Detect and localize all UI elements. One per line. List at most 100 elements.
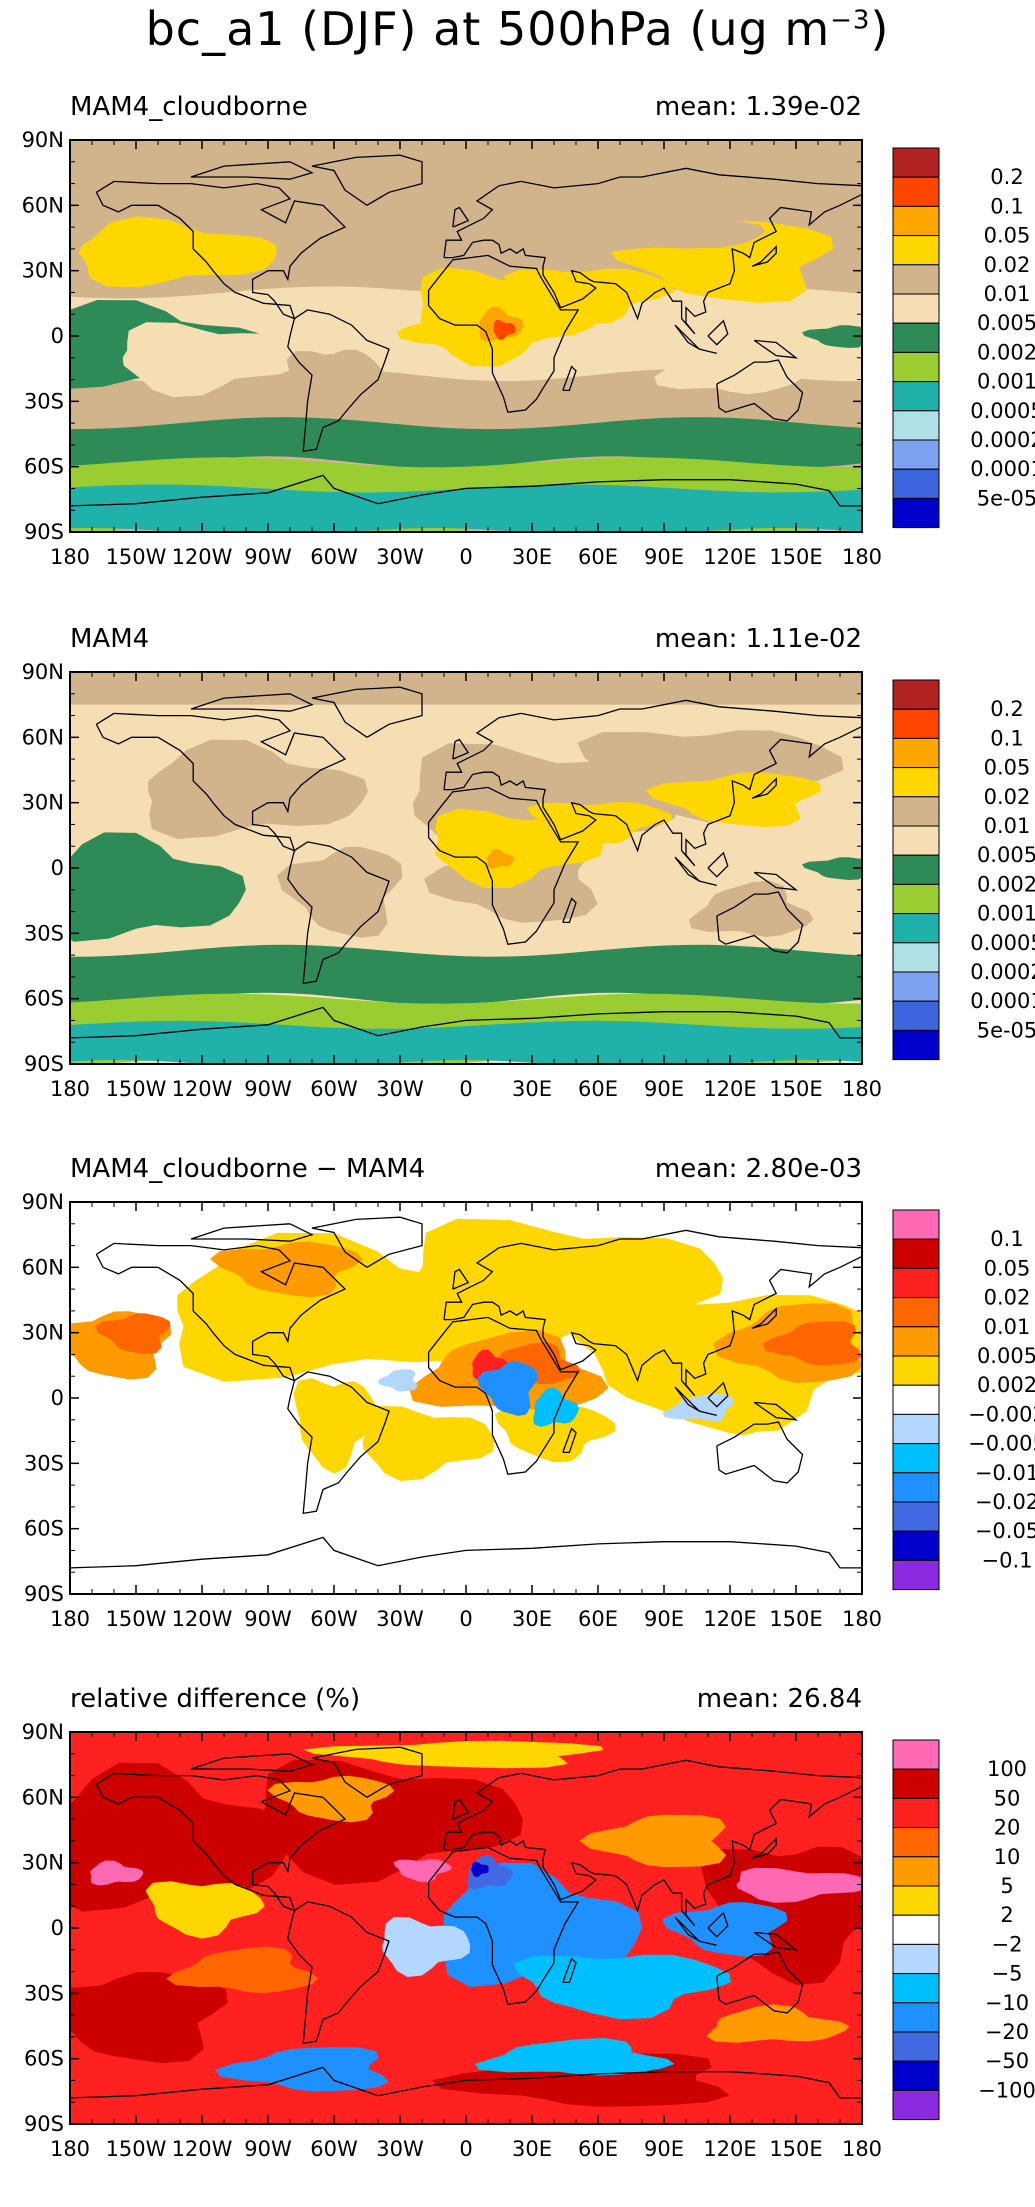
x-tick-label: 30W — [376, 1607, 424, 1631]
x-tick-label: 60E — [578, 1077, 618, 1101]
colorbar-swatch — [892, 293, 940, 324]
colorbar-label: 0.001 — [977, 902, 1035, 926]
panel-title: MAM4_cloudborne − MAM4 — [70, 1154, 425, 1184]
y-tick-label: 30S — [24, 1451, 64, 1475]
map-field — [70, 672, 862, 1064]
colorbar-label: 2 — [1000, 1903, 1013, 1927]
colorbar-label: 0.002 — [977, 1373, 1035, 1397]
y-tick-label: 90N — [22, 1190, 64, 1214]
y-tick-label: 90S — [24, 520, 64, 544]
colorbar-label: 5 — [1000, 1874, 1013, 1898]
y-tick-label: 0 — [51, 856, 64, 880]
y-tick-label: 30S — [24, 389, 64, 413]
colorbar-label: 0.02 — [984, 1286, 1031, 1310]
x-tick-label: 30E — [512, 1607, 552, 1631]
x-tick-label: 0 — [459, 2137, 472, 2161]
panel-mean: mean: 26.84 — [697, 1684, 862, 1714]
x-tick-label: 150E — [769, 2137, 822, 2161]
colorbar-swatch — [892, 1029, 940, 1061]
colorbar-label: 0.002 — [977, 340, 1035, 364]
x-tick-label: 180 — [842, 545, 882, 569]
colorbar-label: 0.05 — [984, 224, 1031, 248]
colorbar-swatch — [892, 1739, 940, 1770]
colorbar-swatch — [892, 1267, 940, 1299]
x-tick-label: 90E — [644, 1607, 684, 1631]
colorbar-swatch — [892, 971, 940, 1002]
colorbar-swatch — [892, 1797, 940, 1829]
colorbar-swatch — [892, 737, 940, 769]
y-tick-label: 30N — [22, 1851, 64, 1875]
colorbar-swatch — [892, 1501, 940, 1532]
colorbar-swatch — [892, 439, 940, 470]
colorbar-label: 0.01 — [984, 1315, 1031, 1339]
colorbar-swatch — [892, 410, 940, 441]
x-tick-label: 30W — [376, 1077, 424, 1101]
colorbar-label: −50 — [985, 2049, 1029, 2073]
colorbar-label: 0.2 — [990, 165, 1023, 189]
y-tick-label: 60N — [22, 1255, 64, 1279]
coastlines — [70, 1746, 862, 2099]
colorbar-label: 0.02 — [984, 253, 1031, 277]
colorbar: 100 50 20 10 5 2 −2 −5 −10 −20 −50 −100 — [892, 1739, 1035, 2121]
colorbar-label: 0.2 — [990, 697, 1023, 721]
colorbar-label: 0.05 — [984, 1256, 1031, 1280]
colorbar-swatch — [892, 1530, 940, 1561]
colorbar-swatch — [892, 205, 940, 237]
colorbar-swatch — [892, 497, 940, 529]
colorbar-swatch — [892, 913, 940, 944]
colorbar-swatch — [892, 351, 940, 383]
colorbar-label: 0.005 — [977, 311, 1035, 335]
panel-mam4: MAM4 mean: 1.11e-02 180 150W 120W 90W 60W 30W 0 3… — [22, 624, 1035, 1101]
x-tick-label: 150W — [106, 545, 167, 569]
x-tick-label: 120E — [703, 1607, 756, 1631]
colorbar-label: −2 — [992, 1932, 1023, 1956]
coastlines — [70, 154, 862, 507]
x-tick-label: 60E — [578, 545, 618, 569]
colorbar-label: −10 — [985, 1991, 1029, 2015]
axes: 180 150W 120W 90W 60W 30W 0 30E 60E 90E 120E 150E 18… — [22, 1190, 882, 1631]
colorbar-swatch — [892, 1973, 940, 2004]
map-field — [70, 140, 862, 532]
colorbar-swatch — [892, 1355, 940, 1386]
x-tick-label: 90W — [244, 1607, 292, 1631]
colorbar-label: −5 — [992, 1962, 1023, 1986]
y-tick-label: 90S — [24, 1052, 64, 1076]
colorbar-swatch — [892, 147, 940, 178]
colorbar-swatch — [892, 767, 940, 798]
y-tick-label: 90N — [22, 128, 64, 152]
colorbar-label: −20 — [985, 2020, 1029, 2044]
colorbar-label: 0.02 — [984, 785, 1031, 809]
x-tick-label: 60E — [578, 1607, 618, 1631]
colorbar-swatch — [892, 1914, 940, 1945]
x-tick-label: 180 — [50, 1607, 90, 1631]
y-tick-label: 90N — [22, 1720, 64, 1744]
y-tick-label: 30S — [24, 921, 64, 945]
x-tick-label: 30E — [512, 1077, 552, 1101]
x-tick-label: 120E — [703, 545, 756, 569]
colorbar-label: 0.0001 — [970, 989, 1035, 1013]
colorbar-swatch — [892, 264, 940, 295]
x-tick-label: 60E — [578, 2137, 618, 2161]
colorbar-swatch — [892, 1472, 940, 1503]
x-tick-label: 180 — [50, 1077, 90, 1101]
y-tick-label: 60S — [24, 1517, 64, 1541]
y-tick-label: 30N — [22, 259, 64, 283]
colorbar-swatch — [892, 854, 940, 885]
colorbar-label: 0.1 — [990, 194, 1023, 218]
x-tick-label: 60W — [310, 545, 358, 569]
colorbar-swatch — [892, 1827, 940, 1858]
y-tick-label: 60S — [24, 2047, 64, 2071]
colorbar-swatch — [892, 2060, 940, 2091]
x-tick-label: 0 — [459, 1077, 472, 1101]
colorbar-label: −100 — [978, 2078, 1035, 2102]
colorbar-label: 50 — [994, 1786, 1021, 1810]
y-tick-label: 0 — [51, 1386, 64, 1410]
panel-title: MAM4 — [70, 624, 149, 654]
panel-mean: mean: 1.39e-02 — [655, 92, 862, 122]
colorbar-swatch — [892, 1885, 940, 1916]
colorbar-swatch — [892, 796, 940, 827]
colorbar-label: −0.005 — [968, 1432, 1035, 1456]
y-tick-label: 30S — [24, 1981, 64, 2005]
axes: 180 150W 120W 90W 60W 30W 0 30E 60E 90E 120E 150E 18… — [22, 1720, 882, 2161]
